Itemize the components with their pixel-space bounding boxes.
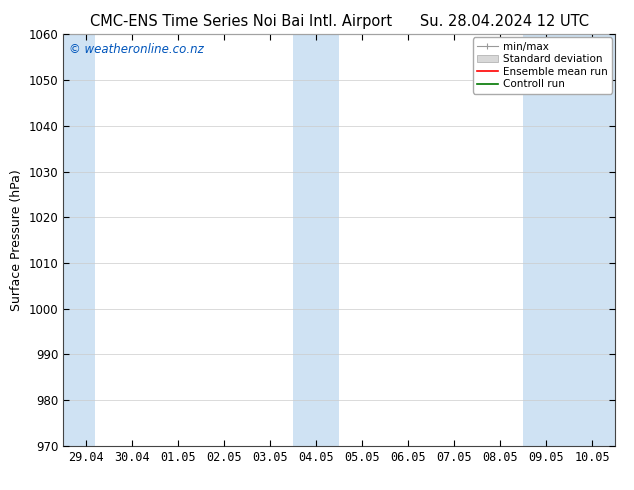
Legend: min/max, Standard deviation, Ensemble mean run, Controll run: min/max, Standard deviation, Ensemble me… xyxy=(473,37,612,94)
Bar xyxy=(316,34,339,446)
Bar xyxy=(546,34,615,446)
Bar xyxy=(63,34,94,446)
Text: © weatheronline.co.nz: © weatheronline.co.nz xyxy=(69,43,204,55)
Bar xyxy=(523,34,546,446)
Y-axis label: Surface Pressure (hPa): Surface Pressure (hPa) xyxy=(10,169,23,311)
Title: CMC-ENS Time Series Noi Bai Intl. Airport      Su. 28.04.2024 12 UTC: CMC-ENS Time Series Noi Bai Intl. Airpor… xyxy=(89,14,589,29)
Bar xyxy=(293,34,316,446)
